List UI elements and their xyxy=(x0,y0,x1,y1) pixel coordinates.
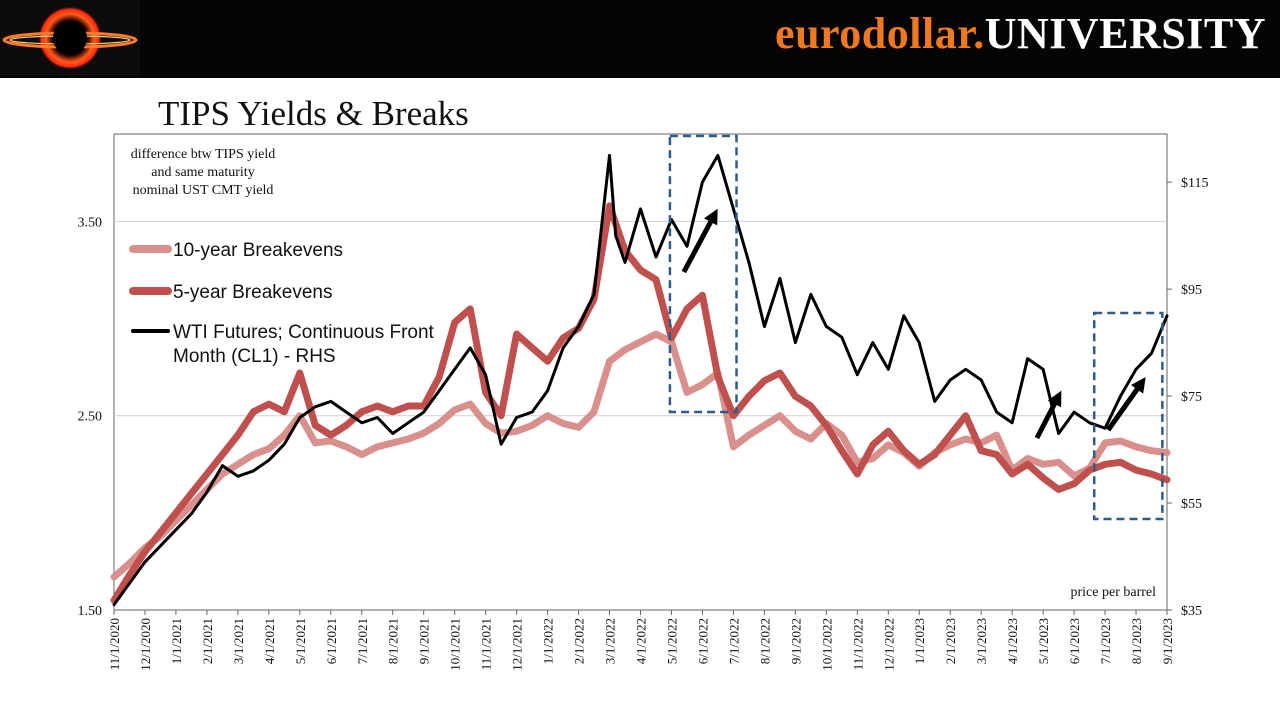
legend-label: WTI Futures; Continuous Front xyxy=(173,322,435,343)
x-tick-label: 11/1/2022 xyxy=(850,618,865,670)
x-tick-label: 2/1/2023 xyxy=(943,618,958,664)
logo-graphic xyxy=(2,6,138,70)
brand-wordmark: eurodollar.UNIVERSITY xyxy=(775,8,1266,59)
y-right-tick-label: $75 xyxy=(1181,390,1202,405)
y-right-tick-label: $55 xyxy=(1181,497,1202,512)
x-tick-label: 5/1/2021 xyxy=(293,618,308,664)
x-tick-label: 6/1/2023 xyxy=(1067,618,1082,664)
x-tick-label: 11/1/2020 xyxy=(107,618,122,670)
x-tick-label: 4/1/2022 xyxy=(634,618,649,664)
legend-label: 5-year Breakevens xyxy=(173,282,332,303)
note-line: nominal UST CMT yield xyxy=(133,183,274,198)
x-tick-label: 9/1/2022 xyxy=(788,618,803,664)
note-line: and same maturity xyxy=(151,165,254,180)
x-tick-label: 8/1/2021 xyxy=(386,618,401,664)
x-tick-label: 1/1/2023 xyxy=(912,618,927,664)
up-arrow-3 xyxy=(1106,377,1146,432)
series-line-3 xyxy=(112,153,1169,607)
y-left-tick-label: 3.50 xyxy=(78,215,103,230)
x-tick-label: 2/1/2022 xyxy=(572,618,587,664)
brand-part-2: UNIVERSITY xyxy=(984,9,1266,58)
x-tick-label: 11/1/2021 xyxy=(479,618,494,670)
y-right-tick-label: $95 xyxy=(1181,283,1202,298)
x-tick-label: 3/1/2022 xyxy=(603,618,618,664)
x-tick-label: 4/1/2021 xyxy=(262,618,277,664)
plot-frame xyxy=(113,133,1168,611)
x-tick-label: 5/1/2022 xyxy=(664,618,679,664)
y-left-tick-label: 2.50 xyxy=(78,410,103,425)
x-tick-label: 1/1/2022 xyxy=(541,618,556,664)
x-tick-label: 6/1/2022 xyxy=(695,618,710,664)
x-tick-label: 9/1/2023 xyxy=(1160,618,1175,664)
y-right-tick-label: $115 xyxy=(1181,176,1208,191)
y-left-tick-label: 1.50 xyxy=(78,604,103,619)
series-line-2 xyxy=(110,202,1171,604)
x-tick-label: 8/1/2022 xyxy=(757,618,772,664)
x-tick-label: 7/1/2021 xyxy=(355,618,370,664)
x-tick-label: 5/1/2023 xyxy=(1036,618,1051,664)
up-arrow-1 xyxy=(681,208,718,274)
x-tick-label: 12/1/2020 xyxy=(138,618,153,671)
x-tick-label: 7/1/2022 xyxy=(726,618,741,664)
x-tick-label: 10/1/2022 xyxy=(819,618,834,671)
eclipse-ring-logo-icon xyxy=(0,0,140,76)
x-tick-label: 12/1/2021 xyxy=(510,618,525,671)
rhs-caption: price per barrel xyxy=(1071,585,1157,600)
brand-part-1: eurodollar. xyxy=(775,9,985,58)
series-line-1 xyxy=(110,330,1171,581)
x-tick-label: 4/1/2023 xyxy=(1005,618,1020,664)
header-banner: eurodollar.UNIVERSITY xyxy=(0,0,1280,78)
x-tick-label: 1/1/2021 xyxy=(169,618,184,664)
highlight-box-2023 xyxy=(1092,311,1164,521)
chart-title: TIPS Yields & Breaks xyxy=(158,94,469,133)
x-tick-label: 3/1/2021 xyxy=(231,618,246,664)
x-tick-label: 8/1/2023 xyxy=(1129,618,1144,664)
y-right-tick-label: $35 xyxy=(1181,604,1202,619)
x-tick-label: 10/1/2021 xyxy=(448,618,463,671)
legend-label: 10-year Breakevens xyxy=(173,240,343,261)
x-tick-label: 3/1/2023 xyxy=(974,618,989,664)
x-tick-label: 9/1/2021 xyxy=(417,618,432,664)
x-tick-label: 6/1/2021 xyxy=(324,618,339,664)
note-line: difference btw TIPS yield xyxy=(131,147,276,162)
legend-label-cont: Month (CL1) - RHS xyxy=(173,346,336,367)
highlight-box-2022 xyxy=(668,134,738,414)
x-tick-label: 12/1/2022 xyxy=(881,618,896,671)
x-tick-label: 7/1/2023 xyxy=(1098,618,1113,664)
x-tick-label: 2/1/2021 xyxy=(200,618,215,664)
up-arrow-2 xyxy=(1034,390,1062,440)
